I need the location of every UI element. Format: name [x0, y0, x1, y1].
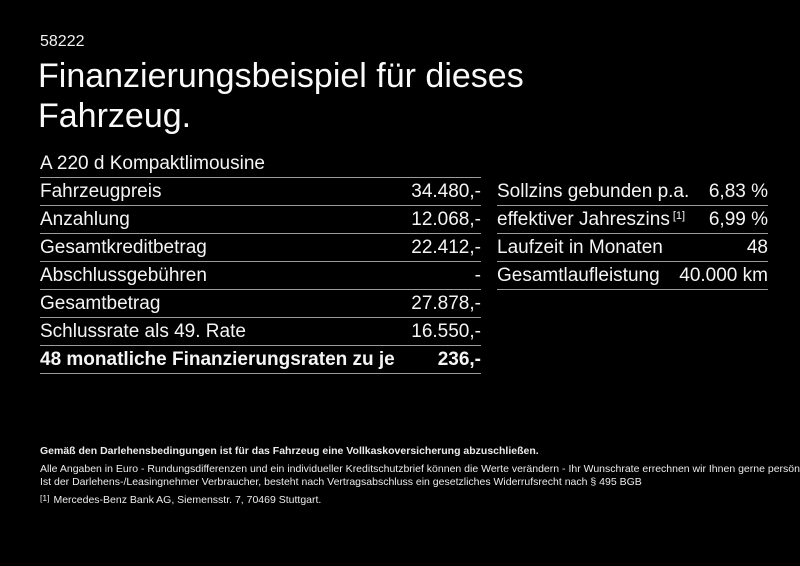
table-row-monthly-rate: 48 monatliche Finanzierungsraten zu je 2…: [40, 346, 481, 374]
row-value: 6,83 %: [708, 180, 768, 202]
table-row-gesamtkreditbetrag: Gesamtkreditbetrag 22.412,-: [40, 234, 481, 262]
vehicle-model: A 220 d Kompaktlimousine: [40, 150, 481, 178]
table-row-gesamtlaufleistung: Gesamtlaufleistung 40.000 km: [497, 262, 768, 290]
row-label: 48 monatliche Finanzierungsraten zu je: [40, 348, 395, 370]
page-title-line2: Fahrzeug.: [38, 97, 192, 135]
row-label-text: effektiver Jahreszins: [497, 208, 670, 230]
table-row-gesamtbetrag: Gesamtbetrag 27.878,-: [40, 290, 481, 318]
row-label: Gesamtbetrag: [40, 292, 161, 314]
row-label: Fahrzeugpreis: [40, 180, 162, 202]
row-value: 236,-: [437, 348, 481, 370]
table-row-abschlussgebuehren: Abschlussgebühren -: [40, 262, 481, 290]
finance-table: A 220 d Kompaktlimousine Fahrzeugpreis 3…: [40, 150, 481, 374]
row-label: Gesamtkreditbetrag: [40, 236, 207, 258]
row-label: Laufzeit in Monaten: [497, 236, 663, 258]
disclaimer-line2: Ist der Darlehens-/Leasingnehmer Verbrau…: [40, 476, 642, 488]
page-title-line1: Finanzierungsbeispiel für dieses: [38, 57, 524, 95]
row-value: 6,99 %: [708, 208, 768, 230]
table-row-laufzeit: Laufzeit in Monaten 48: [497, 234, 768, 262]
row-value: 22.412,-: [411, 236, 481, 258]
row-value: -: [474, 264, 481, 286]
row-value: 27.878,-: [411, 292, 481, 314]
table-row-anzahlung: Anzahlung 12.068,-: [40, 206, 481, 234]
insurance-note: Gemäß den Darlehensbedingungen ist für d…: [40, 445, 539, 457]
row-value: 16.550,-: [411, 320, 481, 342]
table-row-effektiver-jahreszins: effektiver Jahreszins [1] 6,99 %: [497, 206, 768, 234]
offer-id: 58222: [40, 33, 85, 50]
footnote-text: Mercedes-Benz Bank AG, Siemensstr. 7, 70…: [53, 494, 322, 506]
footnote-reference: [1]: [672, 209, 686, 222]
row-label: Schlussrate als 49. Rate: [40, 320, 246, 342]
row-label: Anzahlung: [40, 208, 130, 230]
row-value: 34.480,-: [411, 180, 481, 202]
conditions-table: Sollzins gebunden p.a. 6,83 % effektiver…: [497, 178, 768, 290]
row-label: Abschlussgebühren: [40, 264, 207, 286]
table-row-fahrzeugpreis: Fahrzeugpreis 34.480,-: [40, 178, 481, 206]
table-row-sollzins: Sollzins gebunden p.a. 6,83 %: [497, 178, 768, 206]
footnote: [1] Mercedes-Benz Bank AG, Siemensstr. 7,…: [40, 493, 770, 506]
row-value: 48: [746, 236, 768, 258]
row-label: Gesamtlaufleistung: [497, 264, 660, 286]
page-title: Finanzierungsbeispiel für dieses Fahrzeu…: [38, 56, 524, 136]
footnote-marker: [1]: [40, 493, 50, 503]
table-row-schlussrate: Schlussrate als 49. Rate 16.550,-: [40, 318, 481, 346]
row-label: Sollzins gebunden p.a.: [497, 180, 690, 202]
disclaimer-line1: Alle Angaben in Euro - Rundungsdifferenz…: [40, 463, 800, 475]
row-value: 40.000 km: [679, 264, 768, 286]
row-label: effektiver Jahreszins [1]: [497, 209, 685, 231]
row-value: 12.068,-: [411, 208, 481, 230]
